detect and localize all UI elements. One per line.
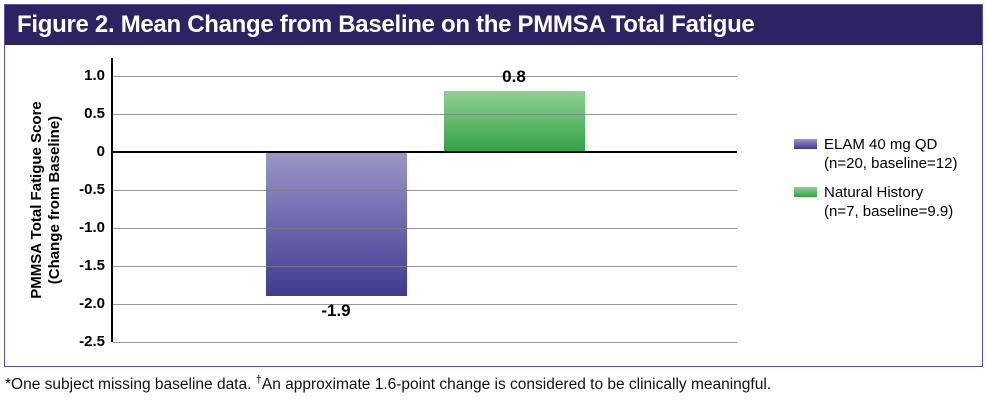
gridline <box>113 75 737 77</box>
footnote: *One subject missing baseline data. †An … <box>5 373 772 394</box>
y-tick-label: -2.0 <box>79 295 105 312</box>
footnote-part2: An approximate 1.6-point change is consi… <box>261 376 772 393</box>
chart-region: PMMSA Total Fatigue Score (Change from B… <box>5 45 982 366</box>
legend-text-elam: ELAM 40 mg QD (n=20, baseline=12) <box>824 135 957 173</box>
legend-item-elam: ELAM 40 mg QD (n=20, baseline=12) <box>794 135 957 173</box>
figure-panel: Figure 2. Mean Change from Baseline on t… <box>4 4 983 367</box>
gridline <box>113 113 737 115</box>
legend: ELAM 40 mg QD (n=20, baseline=12) Natura… <box>794 135 957 221</box>
y-tick-label: 0 <box>96 143 105 160</box>
legend-text-natural-history: Natural History (n=7, baseline=9.9) <box>824 183 953 221</box>
y-tick-label: -2.5 <box>79 333 105 350</box>
legend-elam-name: ELAM 40 mg QD <box>824 136 938 153</box>
y-tick-label: -1.5 <box>79 257 105 274</box>
zero-baseline <box>113 151 737 153</box>
y-axis-title-line1: PMMSA Total Fatigue Score <box>28 101 45 299</box>
legend-item-natural-history: Natural History (n=7, baseline=9.9) <box>794 183 957 221</box>
y-tick-label: -0.5 <box>79 181 105 198</box>
bar-value-label: -1.9 <box>321 301 351 321</box>
gridline <box>113 265 737 267</box>
gridline <box>113 227 737 229</box>
footnote-part1: *One subject missing baseline data. <box>5 376 256 393</box>
dagger-symbol: † <box>255 373 262 386</box>
bar-elam-40-mg-qd <box>265 152 407 297</box>
plot-area: -1.9 0.8 <box>111 58 737 343</box>
legend-elam-subtitle: (n=20, baseline=12) <box>824 155 958 172</box>
figure-title: Figure 2. Mean Change from Baseline on t… <box>17 11 755 38</box>
natural-history-swatch-icon <box>794 187 817 197</box>
y-tick-label: 1.0 <box>84 67 105 84</box>
bar-value-label: 0.8 <box>502 67 526 87</box>
figure-header-bar: Figure 2. Mean Change from Baseline on t… <box>5 5 982 45</box>
legend-natural-history-name: Natural History <box>824 184 924 201</box>
gridline <box>113 303 737 305</box>
y-tick-label: 0.5 <box>84 105 105 122</box>
legend-natural-history-subtitle: (n=7, baseline=9.9) <box>824 203 954 220</box>
elam-swatch-icon <box>794 139 817 149</box>
y-axis-line <box>111 58 113 342</box>
gridline <box>113 341 737 343</box>
y-tick-label: -1.0 <box>79 219 105 236</box>
bar-natural-history <box>443 91 585 152</box>
gridline <box>113 189 737 191</box>
